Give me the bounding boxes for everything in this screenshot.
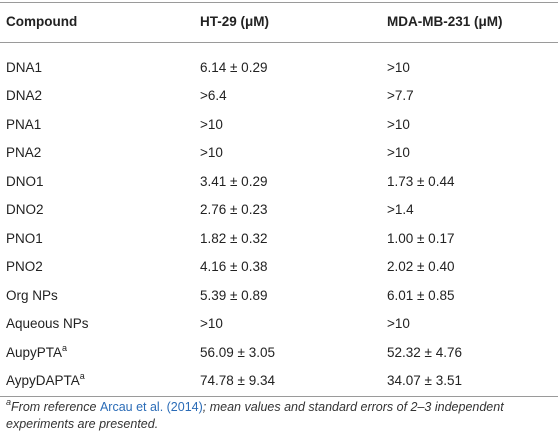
table-cell: 56.09 ± 3.05: [200, 344, 275, 360]
table-cell: Aqueous NPs: [6, 316, 89, 332]
top-rule: [0, 2, 558, 3]
table-cell: 5.39 ± 0.89: [200, 287, 268, 303]
header-cell: Compound: [6, 14, 78, 29]
table-cell: 2.76 ± 0.23: [200, 202, 268, 218]
cell-footnote-mark: a: [62, 342, 68, 353]
table-cell: >7.7: [387, 88, 414, 104]
table-cell: PNA2: [6, 145, 42, 161]
footnote-text: From reference: [11, 400, 100, 414]
header-cell: MDA-MB-231 (μM): [387, 14, 503, 29]
table-cell: PNO1: [6, 230, 43, 246]
cell-text: AypyDAPTA: [6, 372, 80, 388]
table-cell: 74.78 ± 9.34: [200, 372, 275, 388]
table-cell: Org NPs: [6, 287, 58, 303]
table-cell: >10: [200, 116, 223, 132]
table-cell: >1.4: [387, 202, 414, 218]
table-cell: DNO1: [6, 173, 44, 189]
table-cell: 1.73 ± 0.44: [387, 173, 455, 189]
table-cell: PNO2: [6, 259, 43, 275]
reference-link[interactable]: Arcau et al. (2014): [99, 400, 203, 414]
footnote-mark: a: [6, 397, 12, 407]
cell-text: AupyPTA: [6, 344, 63, 360]
table-cell: DNA2: [6, 88, 43, 104]
table-cell: 52.32 ± 4.76: [387, 344, 462, 360]
header-rule: [0, 42, 558, 43]
table-cell: AypyDAPTAa: [6, 370, 85, 389]
header-cell: HT-29 (μM): [200, 14, 270, 29]
table-cell: >10: [387, 145, 410, 161]
table-cell: >10: [200, 316, 223, 332]
table-cell: 4.16 ± 0.38: [200, 259, 268, 275]
table-cell: >10: [387, 116, 410, 132]
table-cell: 6.14 ± 0.29: [200, 60, 268, 75]
table-cell: 34.07 ± 3.51: [387, 372, 462, 388]
table-cell: DNA1: [6, 60, 43, 75]
table-cell: >10: [200, 145, 223, 161]
table-cell: >6.4: [200, 88, 227, 104]
table-cell: DNO2: [6, 202, 44, 218]
bottom-rule: [0, 396, 558, 397]
table-cell: 6.01 ± 0.85: [387, 287, 455, 303]
table-cell: AupyPTAa: [6, 342, 68, 361]
table-cell: 3.41 ± 0.29: [200, 173, 268, 189]
table-cell: 1.82 ± 0.32: [200, 230, 268, 246]
table-cell: 2.02 ± 0.40: [387, 259, 455, 275]
table-cell: PNA1: [6, 116, 42, 132]
table-cell: >10: [387, 60, 410, 75]
cell-footnote-mark: a: [79, 370, 85, 381]
table-cell: >10: [387, 316, 410, 332]
table-cell: 1.00 ± 0.17: [387, 230, 455, 246]
